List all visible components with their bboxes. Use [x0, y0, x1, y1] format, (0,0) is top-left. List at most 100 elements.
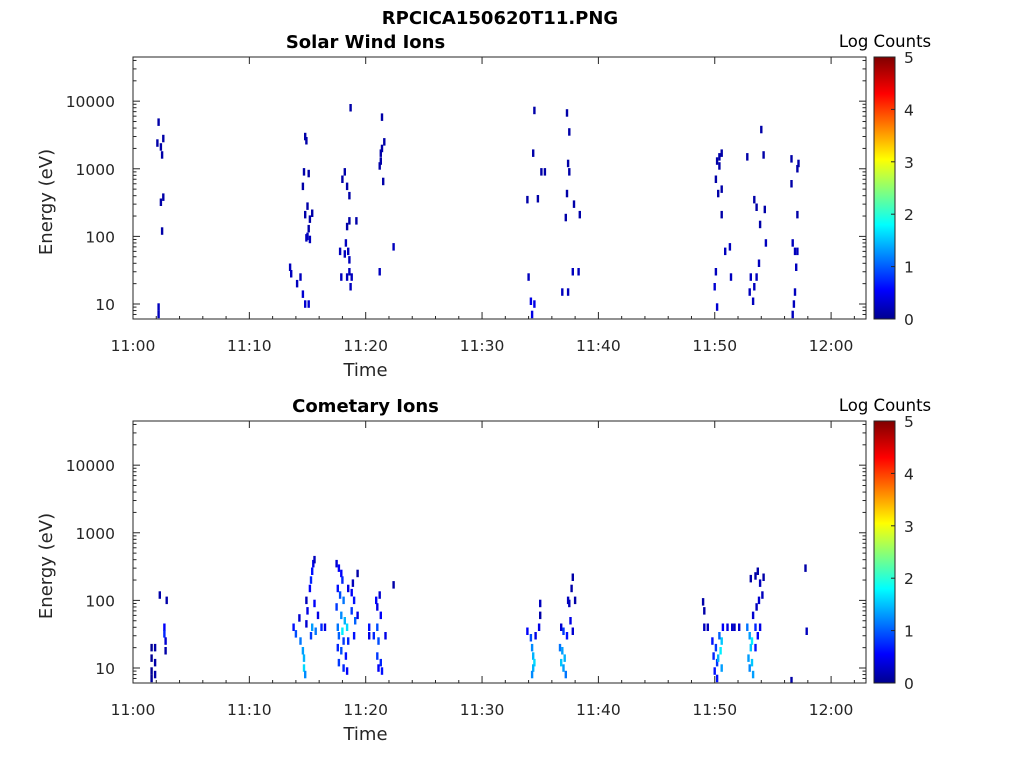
heatmap-cell — [302, 664, 306, 672]
heatmap-cell — [356, 569, 359, 578]
heatmap-cell — [758, 220, 762, 229]
heatmap-cell — [714, 175, 718, 183]
heatmap-cell — [703, 623, 706, 631]
heatmap-cell — [344, 239, 348, 247]
heatmap-cell — [731, 623, 734, 631]
heatmap-cell — [299, 273, 302, 281]
heatmap-cell — [348, 256, 351, 264]
heatmap-cell — [312, 559, 315, 568]
heatmap-cell — [341, 175, 344, 183]
heatmap-cell — [153, 643, 157, 652]
heatmap-cell — [566, 596, 570, 605]
heatmap-cell — [380, 113, 384, 121]
heatmap-cell — [796, 165, 799, 173]
heatmap-cell — [578, 210, 581, 219]
heatmap-cell — [717, 654, 720, 662]
y-tick-label: 1000 — [76, 525, 115, 543]
colorbar-tick-label: 1 — [904, 623, 914, 641]
heatmap-cell — [562, 627, 565, 635]
heatmap-cell — [345, 667, 349, 675]
heatmap-cell — [305, 137, 308, 145]
heatmap-cell — [755, 273, 758, 281]
heatmap-cell — [537, 623, 541, 631]
heatmap-cell — [292, 623, 295, 631]
heatmap-cell — [729, 273, 733, 281]
colorbar-tick-label: 4 — [904, 465, 914, 483]
heatmap-cell — [565, 189, 569, 198]
colorbar-tick-label: 3 — [904, 518, 914, 536]
heatmap-cell — [375, 596, 378, 605]
y-tick-label: 10 — [95, 660, 115, 678]
heatmap-cell — [753, 283, 756, 291]
heatmap-cell — [568, 128, 571, 136]
x-tick-label: 12:00 — [809, 701, 854, 719]
heatmap-cell — [526, 627, 529, 635]
heatmap-cell — [347, 637, 350, 645]
heatmap-cell — [527, 273, 530, 281]
heatmap-cell — [753, 195, 756, 204]
heatmap-cell — [790, 180, 793, 188]
heatmap-cell — [305, 596, 308, 605]
heatmap-cell — [160, 151, 164, 159]
heatmap-cell — [790, 676, 793, 683]
heatmap-cell — [348, 191, 351, 200]
heatmap-cell — [380, 144, 384, 153]
heatmap-cell — [706, 623, 709, 631]
heatmap-cell — [295, 279, 299, 288]
heatmap-cell — [536, 195, 540, 203]
heatmap-cell — [290, 270, 293, 278]
heatmap-cell — [337, 658, 341, 667]
heatmap-cell — [532, 149, 535, 157]
x-tick-label: 11:20 — [343, 337, 388, 355]
heatmap-cell — [150, 643, 153, 652]
heatmap-cell — [311, 567, 314, 575]
x-axis-label: Time — [342, 360, 387, 381]
heatmap-cell — [340, 273, 343, 281]
heatmap-cell — [340, 611, 343, 620]
heatmap-cell — [565, 632, 569, 640]
heatmap-cell — [343, 168, 346, 176]
heatmap-cell — [757, 596, 761, 605]
heatmap-cells — [150, 555, 808, 683]
heatmap-cell — [763, 205, 766, 214]
heatmap-cell — [368, 632, 371, 640]
heatmap-cell — [306, 202, 309, 210]
heatmap-cell — [348, 217, 351, 225]
heatmap-cell — [738, 623, 741, 631]
heatmap-cell — [795, 263, 798, 271]
heatmap-cell — [715, 674, 719, 683]
heatmap-cell — [530, 670, 534, 679]
heatmap-cell — [748, 288, 751, 296]
heatmap-cell — [305, 234, 308, 242]
y-tick-label: 10 — [95, 296, 115, 314]
panel-title: Solar Wind Ions — [286, 32, 445, 53]
heatmap-cell — [755, 603, 758, 611]
heatmap-cell — [304, 670, 307, 679]
y-axis-label: Energy (eV) — [36, 513, 57, 619]
colorbar-tick-label: 2 — [904, 570, 914, 588]
heatmap-cell — [568, 168, 571, 176]
heatmap-cell — [307, 300, 310, 308]
heatmap-cell — [532, 664, 535, 672]
heatmap-cell — [750, 658, 754, 667]
heatmap-cell — [724, 247, 727, 256]
heatmap-cell — [308, 235, 312, 244]
heatmap-cell — [164, 637, 167, 645]
heatmap-cell — [539, 611, 542, 620]
heatmap-cell — [349, 104, 352, 112]
heatmap-cell — [350, 273, 353, 281]
heatmap-cell — [571, 573, 574, 581]
colorbar-gradient — [873, 420, 896, 684]
heatmap-cell — [383, 138, 386, 146]
heatmap-cell — [350, 588, 353, 597]
figure-title: RPCICA150620T11.PNG — [382, 8, 618, 29]
heatmap-cell — [392, 581, 395, 589]
heatmap-cell — [377, 637, 380, 645]
heatmap-cell — [350, 607, 353, 615]
heatmap-cell — [380, 667, 384, 675]
heatmap-cell — [309, 632, 313, 640]
panel-solar-wind-ions: 11:00 11:10 11:20 11:30 11:40 11:50 12:0010100… — [36, 32, 931, 381]
heatmap-cell — [351, 579, 355, 587]
panel-cometary-ions: 11:00 11:10 11:20 11:30 11:40 11:50 12:0010100… — [36, 396, 931, 745]
